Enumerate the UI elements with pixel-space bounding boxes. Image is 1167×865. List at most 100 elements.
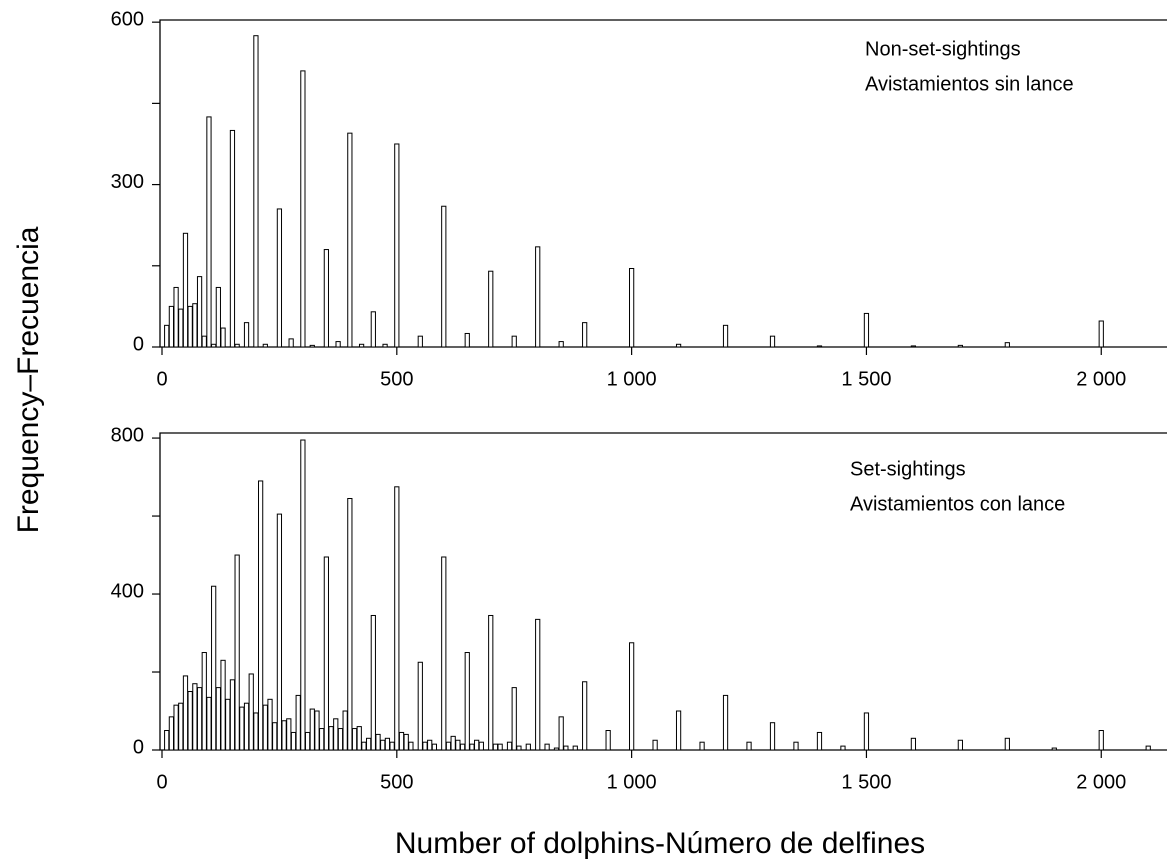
bar [469, 743, 475, 751]
bar [441, 205, 447, 348]
y-tick-label: 600 [111, 8, 144, 30]
bar [288, 338, 294, 348]
bar [431, 743, 437, 751]
bar [234, 343, 240, 348]
y-tick-label: 0 [133, 333, 144, 355]
bar [182, 675, 189, 751]
bar [863, 312, 870, 348]
bar [243, 322, 250, 348]
annotation: Avistamientos con lance [850, 493, 1065, 515]
bar [478, 741, 484, 751]
bar [722, 324, 729, 348]
plot-frame [159, 19, 1167, 348]
bar [178, 702, 184, 751]
bar [182, 232, 189, 348]
bar [910, 737, 917, 751]
bar [358, 343, 365, 348]
annotation: Set-sightings [850, 458, 966, 480]
bar [248, 673, 254, 751]
bar [652, 739, 658, 751]
bar [211, 343, 217, 348]
annotation: Avistamientos sin lance [865, 73, 1074, 95]
bar [957, 739, 963, 751]
bar [370, 614, 376, 751]
bar [375, 733, 381, 751]
bar [417, 335, 423, 348]
y-tick-label: 400 [111, 580, 144, 602]
bar [347, 498, 353, 751]
bar [605, 730, 611, 751]
bar [168, 305, 175, 348]
x-axis-title: Number of dolphins-Número de delfines [395, 827, 925, 860]
bar [215, 286, 221, 348]
x-tick-label: 0 [156, 368, 167, 390]
bar [506, 741, 513, 751]
bar [629, 642, 635, 751]
bar [474, 739, 480, 751]
bar [511, 687, 517, 751]
bar [563, 745, 569, 751]
bar [516, 745, 522, 751]
bar [300, 70, 306, 348]
bar [910, 345, 917, 348]
bar [215, 687, 221, 751]
bar [398, 731, 405, 751]
bar [347, 132, 353, 348]
bar [675, 343, 682, 348]
bar [262, 343, 268, 348]
y-tick-label: 800 [111, 424, 144, 446]
bar [1004, 737, 1010, 751]
bar [225, 698, 231, 751]
bar [300, 439, 306, 751]
x-tick-label: 0 [156, 771, 167, 793]
bar [258, 480, 264, 751]
y-tick-label: 0 [133, 736, 144, 758]
bar [314, 710, 320, 751]
bar [253, 712, 259, 751]
bar [168, 716, 175, 751]
bar [370, 311, 376, 348]
bar [558, 716, 564, 751]
bar [239, 706, 245, 751]
bar [380, 739, 386, 751]
bar [290, 731, 297, 751]
bar [206, 116, 212, 348]
bar [441, 556, 447, 751]
bar [535, 246, 541, 348]
bar [201, 335, 207, 348]
bar [863, 712, 870, 751]
bar [382, 343, 388, 348]
bar [333, 718, 339, 751]
bar [572, 745, 578, 751]
bar [276, 208, 283, 348]
bar [253, 35, 259, 348]
x-tick-label: 500 [380, 368, 413, 390]
bar [164, 730, 170, 751]
bar [229, 129, 236, 348]
y-axis-title: Frequency–Frecuencia [12, 226, 45, 533]
bar [304, 731, 311, 751]
bar [201, 652, 207, 751]
bar [196, 687, 203, 751]
bar [192, 303, 198, 348]
bar [272, 722, 278, 751]
bar [342, 710, 348, 751]
bar [356, 726, 362, 751]
bar [488, 614, 494, 751]
bar [816, 731, 823, 751]
bar [196, 276, 203, 348]
bar [229, 679, 236, 751]
bar [323, 556, 329, 751]
bar [492, 743, 499, 751]
bar [394, 143, 400, 348]
bar [361, 741, 367, 751]
bar [319, 728, 325, 751]
bar [173, 286, 179, 348]
bar [337, 728, 344, 751]
bar [276, 513, 283, 751]
bar [309, 708, 315, 751]
bar [722, 694, 729, 751]
bar [164, 324, 170, 348]
